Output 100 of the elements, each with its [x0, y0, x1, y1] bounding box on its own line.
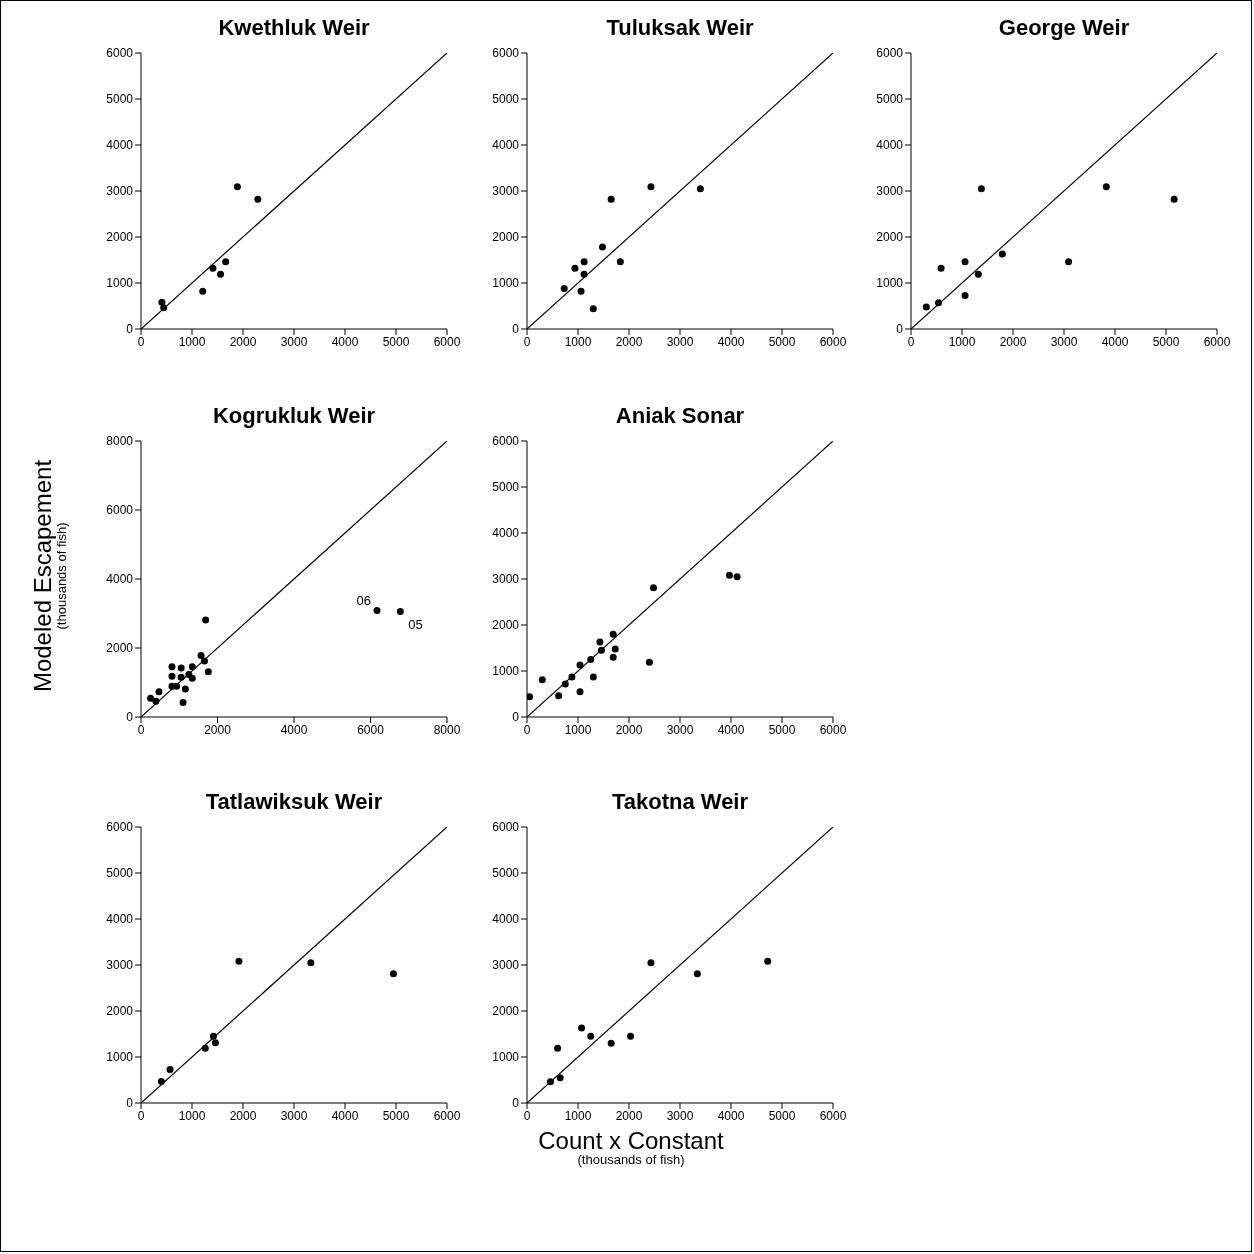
- y-tick-label: 0: [512, 710, 520, 725]
- y-tick-label: 5000: [492, 866, 520, 881]
- point: [147, 694, 155, 702]
- x-tick-label: 3000: [666, 722, 694, 737]
- point: [538, 676, 546, 684]
- y-tick-label: 6000: [106, 820, 134, 835]
- x-tick-label: 3000: [280, 334, 308, 349]
- y-tick-label: 1000: [106, 1050, 134, 1065]
- y-tick-label: 0: [126, 710, 134, 725]
- x-tick-label: 6000: [357, 722, 385, 737]
- x-tick-label: 4000: [1101, 334, 1129, 349]
- point: [373, 606, 381, 614]
- point: [961, 291, 969, 299]
- y-tick-label: 4000: [492, 526, 520, 541]
- chart-title: Takotna Weir: [610, 788, 750, 816]
- point: [389, 970, 397, 978]
- chart-title: Kwethluk Weir: [217, 14, 371, 42]
- point: [235, 957, 243, 965]
- point: [693, 970, 701, 978]
- y-tick-label: 6000: [492, 434, 520, 449]
- y-tick-label: 4000: [106, 912, 134, 927]
- point: [179, 699, 187, 707]
- point: [233, 183, 241, 191]
- point: [222, 258, 230, 266]
- y-tick-label: 1000: [106, 276, 134, 291]
- point: [576, 688, 584, 696]
- chart-title: George Weir: [997, 14, 1131, 42]
- y-tick-label: 0: [512, 1096, 520, 1111]
- x-tick-label: 2000: [229, 334, 257, 349]
- x-tick-label: 6000: [433, 1108, 461, 1123]
- x-tick-label: 5000: [768, 334, 796, 349]
- point: [589, 305, 597, 313]
- x-tick-label: 3000: [1050, 334, 1078, 349]
- x-tick-label: 2000: [204, 722, 232, 737]
- point: [589, 673, 597, 681]
- y-tick-label: 3000: [492, 572, 520, 587]
- point: [961, 258, 969, 266]
- x-tick-label: 5000: [382, 334, 410, 349]
- x-tick-label: 6000: [819, 334, 847, 349]
- y-tick-label: 5000: [492, 480, 520, 495]
- point: [197, 652, 205, 660]
- y-tick-label: 0: [896, 322, 904, 337]
- y-tick-label: 3000: [106, 184, 134, 199]
- y-tick-label: 2000: [492, 618, 520, 633]
- point: [199, 287, 207, 295]
- point: [937, 264, 945, 272]
- x-tick-label: 2000: [229, 1108, 257, 1123]
- x-tick-label: 4000: [331, 1108, 359, 1123]
- point: [609, 630, 617, 638]
- x-tick-label: 4000: [717, 722, 745, 737]
- y-tick-label: 1000: [492, 664, 520, 679]
- x-tick-label: 2000: [615, 1108, 643, 1123]
- x-tick-label: 1000: [948, 334, 976, 349]
- y-tick-label: 6000: [876, 46, 904, 61]
- y-tick-label: 1000: [492, 276, 520, 291]
- point: [217, 270, 225, 278]
- x-tick-label: 5000: [1152, 334, 1180, 349]
- x-tick-label: 2000: [999, 334, 1027, 349]
- y-tick-label: 6000: [492, 820, 520, 835]
- x-tick-label: 4000: [331, 334, 359, 349]
- point: [555, 692, 563, 700]
- point: [616, 258, 624, 266]
- x-tick-label: 0: [907, 334, 915, 349]
- point: [556, 1074, 564, 1082]
- x-tick-label: 4000: [717, 334, 745, 349]
- point: [607, 195, 615, 203]
- x-tick-label: 1000: [564, 1108, 592, 1123]
- y-tick-label: 0: [512, 322, 520, 337]
- point: [181, 685, 189, 693]
- chart-title: Aniak Sonar: [614, 402, 746, 430]
- point: [554, 1044, 562, 1052]
- point: [1065, 258, 1073, 266]
- point: [647, 959, 655, 967]
- point: [204, 668, 212, 676]
- point: [396, 607, 404, 615]
- point: [254, 195, 262, 203]
- x-tick-label: 0: [137, 722, 145, 737]
- point: [645, 658, 653, 666]
- y-axis-title: Modeled Escapement (thousands of fish): [29, 458, 69, 695]
- point: [587, 1032, 595, 1040]
- point: [307, 959, 315, 967]
- y-tick-label: 5000: [106, 866, 134, 881]
- y-tick-label: 2000: [492, 1004, 520, 1019]
- point: [188, 663, 196, 671]
- x-tick-label: 6000: [819, 722, 847, 737]
- point: [598, 243, 606, 251]
- x-tick-label: 1000: [178, 334, 206, 349]
- chart-title: Tuluksak Weir: [605, 14, 755, 42]
- point: [166, 1065, 174, 1073]
- x-tick-label: 1000: [564, 334, 592, 349]
- y-tick-label: 3000: [876, 184, 904, 199]
- point: [580, 258, 588, 266]
- y-tick-label: 3000: [492, 958, 520, 973]
- point: [649, 584, 657, 592]
- y-tick-label: 5000: [492, 92, 520, 107]
- y-tick-label: 6000: [106, 46, 134, 61]
- point: [560, 285, 568, 293]
- x-tick-label: 3000: [666, 1108, 694, 1123]
- y-tick-label: 3000: [106, 958, 134, 973]
- chart-title: Tatlawiksuk Weir: [204, 788, 384, 816]
